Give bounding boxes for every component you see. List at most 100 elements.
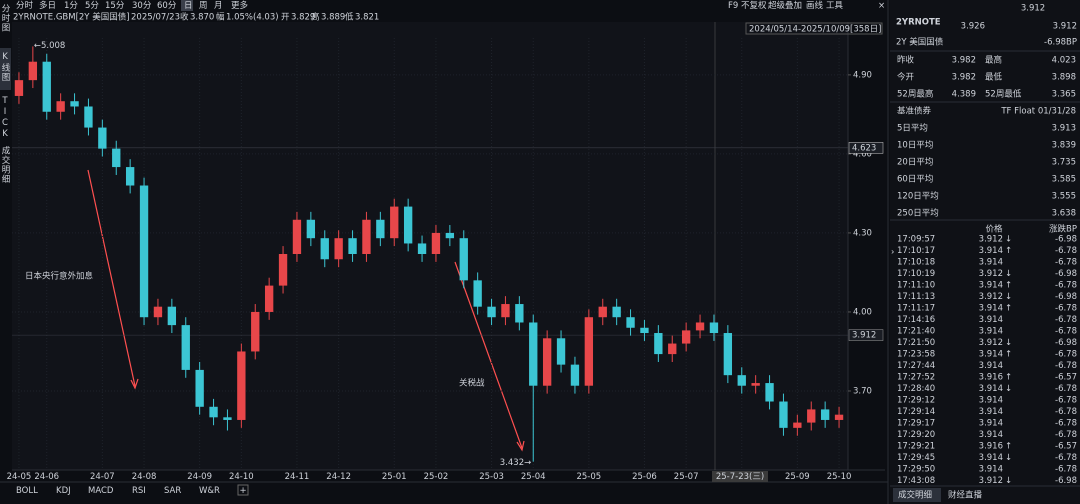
candle-body	[223, 417, 232, 420]
stat-value: 3.365	[1052, 90, 1076, 100]
trade-change: -6.98	[1055, 292, 1077, 302]
info-value: 1.05%(4.03)	[226, 13, 279, 23]
toolbar-item[interactable]: 更多	[231, 0, 249, 11]
trade-change: -6.57	[1055, 373, 1077, 383]
selected-bottom-tab	[893, 488, 941, 502]
stat-value: 3.585	[1052, 175, 1076, 185]
candle-body	[376, 219, 385, 239]
trade-time: 17:11:10	[897, 281, 935, 291]
y-tick-label: 4.90	[853, 70, 872, 80]
toolbar-item[interactable]: 60分	[157, 1, 177, 11]
info-label: 收	[180, 12, 189, 23]
toolbar-item[interactable]: 5分	[85, 1, 99, 11]
x-tick-label: 25-06	[632, 472, 657, 482]
candle-body	[125, 167, 135, 186]
toolbar-item[interactable]: 周	[199, 1, 208, 11]
x-tick-label: 24-10	[229, 472, 254, 482]
trade-time: 17:29:14	[897, 407, 935, 417]
quote-change: -6.98BP	[1044, 38, 1077, 48]
toolbar-item[interactable]: 工具	[826, 1, 844, 11]
toolbar-item[interactable]: 30分	[132, 1, 152, 11]
indicator-tab[interactable]: W&R	[199, 486, 220, 496]
trades-header: 涨跌BP	[1049, 224, 1077, 235]
indicator-tab[interactable]: KDJ	[56, 486, 71, 496]
trade-time: 17:27:44	[897, 361, 935, 371]
right-panel	[890, 0, 1080, 504]
x-tick-label: 25-09	[785, 472, 810, 482]
side-tab[interactable]: K线图	[0, 52, 10, 82]
candle-body	[251, 311, 260, 352]
stat-label: 今开	[897, 72, 915, 83]
candle-body	[403, 206, 413, 244]
candle-body	[695, 322, 705, 331]
stat-label: 20日平均	[897, 157, 933, 168]
candle-body	[139, 185, 149, 318]
add-indicator[interactable]	[237, 484, 249, 496]
trade-time: 17:11:13	[897, 292, 935, 302]
trade-change: -6.98	[1055, 269, 1077, 279]
trade-time: 17:29:20	[897, 430, 935, 440]
toolbar-item[interactable]: 多日	[39, 0, 56, 11]
trade-arrow: ↑	[1005, 246, 1012, 256]
trade-time: 17:21:40	[897, 327, 935, 337]
side-tab[interactable]: 分时图	[0, 4, 10, 33]
toolbar-item[interactable]: 日	[184, 1, 193, 11]
side-tab[interactable]: 成交明细	[0, 145, 10, 184]
indicator-tab[interactable]: MACD	[88, 486, 114, 496]
y-tick-label: 3.70	[853, 386, 872, 396]
indicator-tab[interactable]: RSI	[132, 486, 146, 496]
trade-arrow: ↓	[1005, 338, 1012, 348]
candle-body	[751, 383, 760, 386]
trade-price: 3.914	[979, 246, 1003, 256]
candle-body	[320, 238, 329, 260]
x-tick-label: 25-04	[521, 472, 546, 482]
candle-body	[42, 61, 51, 112]
bottom-tab[interactable]: 成交明细	[898, 490, 932, 501]
collapse-icon[interactable]: ›	[891, 248, 894, 258]
trade-time: 17:29:17	[897, 419, 935, 429]
quote-top: 3.912	[1021, 4, 1045, 14]
toolbar-item[interactable]: 不复权	[741, 0, 767, 11]
trade-arrow: ↓	[1005, 453, 1012, 463]
trade-price: 3.914	[979, 407, 1003, 417]
toolbar-item[interactable]: 月	[214, 1, 223, 11]
toolbar-item[interactable]: 超级叠加	[768, 0, 802, 11]
candle-body	[640, 327, 649, 334]
indicator-tab[interactable]: SAR	[164, 486, 181, 496]
trade-change: -6.78	[1055, 304, 1077, 314]
stat-label: 52周最低	[985, 89, 1022, 100]
candle-body	[56, 101, 65, 112]
stat-value: 3.898	[1052, 73, 1076, 83]
price-tag	[848, 329, 884, 341]
indicator-tab[interactable]: BOLL	[16, 486, 38, 496]
trade-change: -6.78	[1055, 465, 1077, 475]
bottom-tab[interactable]: 财经直播	[948, 490, 983, 501]
toolbar-item[interactable]: 画线	[806, 0, 824, 11]
y-tick-label: 4.00	[853, 307, 872, 317]
trade-arrow: ↑	[1005, 304, 1012, 314]
trade-time: 17:10:19	[897, 269, 935, 279]
extreme-label: ←5.008	[34, 41, 65, 51]
stat-value: 3.638	[1052, 209, 1076, 219]
toolbar-item[interactable]: 1分	[64, 1, 78, 11]
trade-price: 3.914	[979, 258, 1003, 268]
trade-time: 17:11:17	[897, 304, 935, 314]
candle-body	[834, 414, 844, 420]
trade-change: -6.78	[1055, 361, 1077, 371]
trade-change: -6.78	[1055, 350, 1077, 360]
quote-price: 3.926	[961, 22, 985, 32]
info-value: 3.870	[190, 13, 214, 23]
x-tick-label: 24-05	[7, 472, 32, 482]
toolbar-item[interactable]: F9	[728, 1, 738, 11]
side-tab[interactable]: TICK	[0, 96, 10, 140]
info-label: 幅	[216, 12, 225, 23]
toolbar-item[interactable]: 15分	[105, 1, 125, 11]
toolbar-item[interactable]: 分时	[16, 0, 34, 11]
add-icon[interactable]: +	[239, 486, 246, 496]
trade-price: 3.914	[979, 384, 1003, 394]
candle-body	[112, 148, 121, 168]
trade-arrow: ↑	[1005, 442, 1012, 452]
candle-body	[209, 406, 218, 418]
x-tick-label: 25-05	[576, 472, 601, 482]
stat-label: 52周最高	[897, 89, 933, 100]
